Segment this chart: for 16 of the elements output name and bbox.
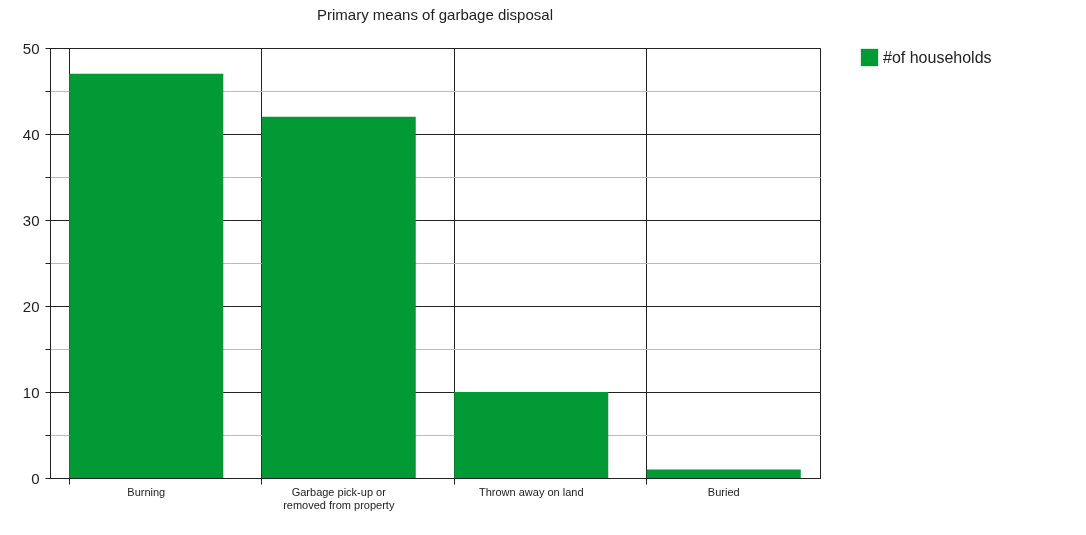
x-tick-label: Buried: [707, 485, 740, 498]
y-tick-label: 0: [31, 469, 40, 487]
chart-title: Primary means of garbage disposal: [317, 6, 553, 23]
y-tick-label: 20: [22, 297, 40, 315]
x-tick-label: Thrown away on land: [478, 485, 584, 498]
bar: [69, 73, 224, 478]
y-tick-label: 40: [22, 125, 40, 143]
bar: [454, 392, 609, 478]
x-tick-label: Burning: [127, 485, 166, 498]
y-tick-label: 30: [22, 211, 40, 229]
bar: [646, 469, 801, 478]
legend-label: #of households: [883, 48, 992, 66]
y-tick-label: 10: [22, 383, 40, 401]
y-tick-label: 50: [22, 39, 40, 57]
x-tick-label: Garbage pick-up or removed from property: [283, 485, 395, 511]
bar: [261, 116, 416, 478]
